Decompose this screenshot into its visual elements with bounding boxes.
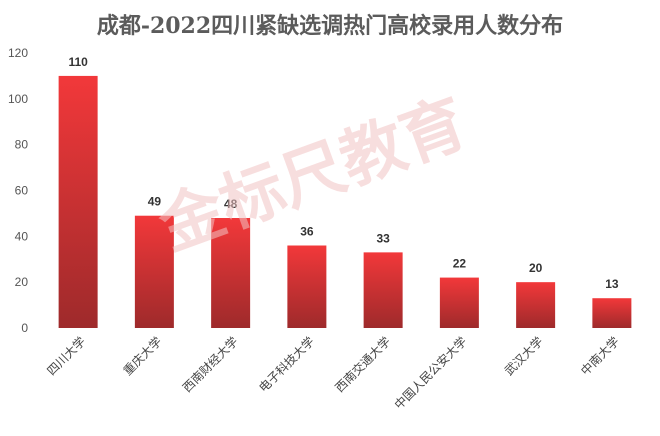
- bar-value-label: 13: [605, 277, 619, 291]
- x-category-label: 中南大学: [577, 334, 622, 379]
- bar: [134, 215, 174, 328]
- x-category-label: 重庆大学: [120, 334, 165, 379]
- y-tick-label: 80: [15, 138, 29, 152]
- bar-value-label: 33: [376, 231, 390, 245]
- x-category-label: 四川大学: [44, 334, 89, 379]
- x-category-label: 中国人民公安大学: [391, 334, 469, 412]
- bar-value-label: 110: [68, 55, 88, 69]
- y-axis: 0 20 40 60 80 100 120: [8, 46, 28, 335]
- y-tick-label: 60: [15, 184, 29, 198]
- y-tick-label: 120: [8, 46, 28, 60]
- x-category-label: 西南财经大学: [179, 334, 241, 396]
- chart-title: 成都-2022四川紧缺选调热门高校录用人数分布: [96, 13, 564, 39]
- bar: [211, 218, 251, 328]
- bar-value-label: 20: [529, 261, 543, 275]
- bar: [287, 245, 327, 328]
- data-labels-group: 110 49 48 36 33 22 20 13: [68, 55, 618, 291]
- bar-value-label: 48: [224, 197, 238, 211]
- bar: [592, 298, 632, 328]
- x-category-label: 西南交通大学: [332, 334, 394, 396]
- bar-value-label: 49: [148, 195, 162, 209]
- y-tick-label: 0: [21, 321, 28, 335]
- x-category-label: 电子科技大学: [255, 334, 317, 396]
- bar: [363, 252, 403, 328]
- bar: [516, 282, 556, 328]
- bar: [58, 75, 98, 329]
- y-tick-label: 100: [8, 92, 28, 106]
- bar: [439, 277, 479, 328]
- y-tick-label: 40: [15, 229, 29, 243]
- y-tick-label: 20: [15, 275, 29, 289]
- bar-value-label: 22: [453, 257, 467, 271]
- bars-group: [58, 75, 632, 329]
- x-category-label: 武汉大学: [501, 334, 546, 379]
- bar-value-label: 36: [300, 225, 314, 239]
